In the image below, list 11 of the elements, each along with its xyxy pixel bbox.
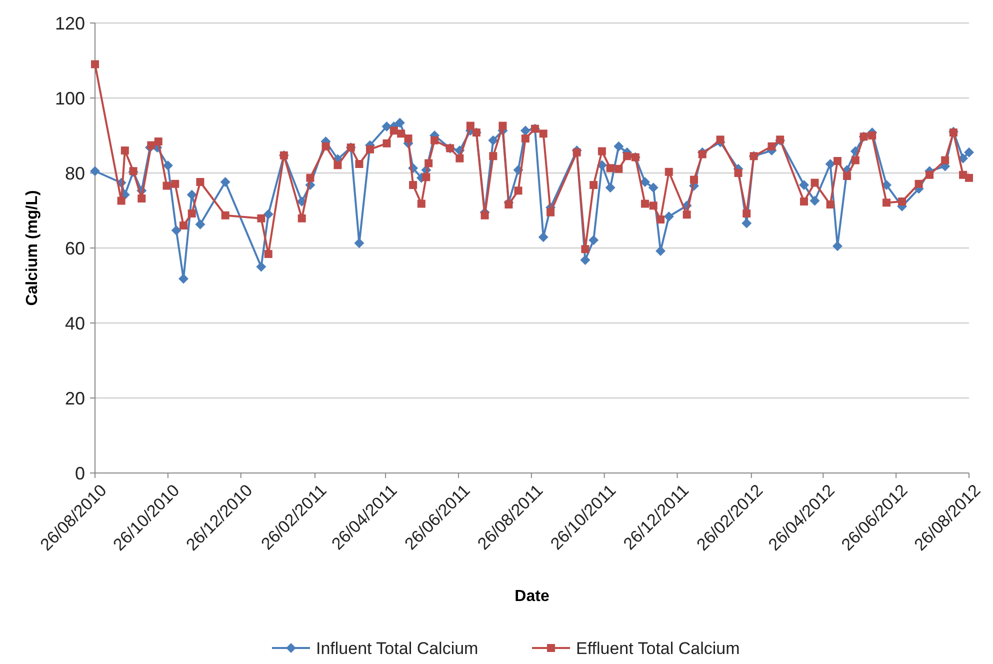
y-tick-label: 80 bbox=[64, 163, 85, 184]
y-axis-title: Calcium (mg/L) bbox=[24, 190, 41, 306]
y-tick-label: 0 bbox=[74, 463, 85, 484]
y-tick-label: 60 bbox=[64, 238, 85, 258]
y-tick-label: 120 bbox=[54, 13, 85, 34]
y-tick-label: 40 bbox=[64, 313, 85, 334]
y-tick-label: 100 bbox=[54, 88, 85, 108]
y-tick-label: 20 bbox=[64, 388, 85, 408]
legend-label: Effluent Total Calcium bbox=[576, 638, 740, 658]
x-axis-title: Date bbox=[514, 588, 550, 605]
legend-label: Influent Total Calcium bbox=[316, 638, 478, 658]
